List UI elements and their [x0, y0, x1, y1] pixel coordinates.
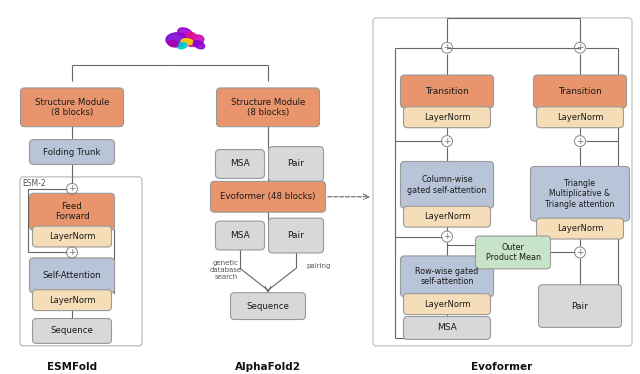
Ellipse shape — [193, 41, 205, 49]
Text: +: + — [444, 137, 451, 145]
FancyBboxPatch shape — [269, 218, 323, 253]
Text: ESM-2: ESM-2 — [22, 179, 45, 188]
Text: +: + — [576, 137, 584, 145]
FancyBboxPatch shape — [393, 246, 503, 318]
FancyBboxPatch shape — [216, 221, 264, 250]
FancyBboxPatch shape — [393, 147, 503, 231]
Text: +: + — [576, 43, 584, 52]
Text: MSA: MSA — [437, 324, 457, 332]
Ellipse shape — [178, 28, 192, 38]
FancyBboxPatch shape — [403, 107, 490, 128]
FancyBboxPatch shape — [401, 162, 493, 208]
FancyBboxPatch shape — [269, 147, 323, 181]
Ellipse shape — [181, 39, 193, 45]
FancyBboxPatch shape — [538, 285, 621, 328]
FancyBboxPatch shape — [476, 236, 550, 269]
FancyBboxPatch shape — [29, 193, 115, 230]
FancyBboxPatch shape — [20, 177, 142, 346]
Text: Sequence: Sequence — [246, 301, 289, 310]
FancyBboxPatch shape — [536, 218, 623, 239]
Ellipse shape — [166, 33, 188, 47]
Ellipse shape — [168, 40, 178, 47]
FancyBboxPatch shape — [216, 88, 319, 127]
Text: LayerNorm: LayerNorm — [557, 224, 604, 233]
Text: +: + — [68, 184, 76, 193]
FancyBboxPatch shape — [534, 147, 628, 245]
Text: pairing: pairing — [306, 263, 330, 269]
Text: Transition: Transition — [558, 87, 602, 96]
Text: Transition: Transition — [425, 87, 469, 96]
FancyBboxPatch shape — [536, 107, 623, 128]
Text: LayerNorm: LayerNorm — [424, 113, 470, 122]
FancyBboxPatch shape — [29, 140, 115, 165]
Text: +: + — [68, 248, 76, 257]
Text: MSA: MSA — [230, 231, 250, 240]
FancyBboxPatch shape — [216, 150, 264, 178]
Text: LayerNorm: LayerNorm — [49, 232, 95, 241]
Text: LayerNorm: LayerNorm — [424, 212, 470, 221]
Text: Pair: Pair — [572, 301, 588, 310]
Text: Structure Module
(8 blocks): Structure Module (8 blocks) — [231, 98, 305, 117]
Text: LayerNorm: LayerNorm — [424, 300, 470, 309]
FancyBboxPatch shape — [534, 59, 628, 131]
Text: Row-wise gated
self-attention: Row-wise gated self-attention — [415, 267, 479, 286]
Text: +: + — [444, 232, 451, 241]
Text: genetic
database
search: genetic database search — [210, 260, 242, 280]
Text: LayerNorm: LayerNorm — [49, 295, 95, 305]
Text: Outer
Product Mean: Outer Product Mean — [486, 243, 541, 262]
Text: Sequence: Sequence — [51, 327, 93, 335]
FancyBboxPatch shape — [373, 18, 632, 346]
FancyBboxPatch shape — [534, 75, 627, 108]
Text: +: + — [444, 43, 451, 52]
FancyBboxPatch shape — [531, 166, 630, 221]
Text: Self-Attention: Self-Attention — [43, 271, 101, 280]
FancyBboxPatch shape — [211, 181, 326, 212]
Text: Folding Trunk: Folding Trunk — [44, 148, 100, 157]
Text: LayerNorm: LayerNorm — [557, 113, 604, 122]
Ellipse shape — [186, 32, 196, 39]
FancyBboxPatch shape — [33, 290, 111, 310]
Text: MSA: MSA — [230, 159, 250, 168]
Text: Pair: Pair — [287, 231, 305, 240]
Text: Structure Module
(8 blocks): Structure Module (8 blocks) — [35, 98, 109, 117]
FancyBboxPatch shape — [33, 226, 111, 247]
FancyBboxPatch shape — [33, 319, 111, 343]
FancyBboxPatch shape — [403, 316, 490, 339]
Text: Triangle
Multiplicative &
Triangle attention: Triangle Multiplicative & Triangle atten… — [545, 179, 614, 209]
Text: Feed
Forward: Feed Forward — [54, 202, 90, 221]
Ellipse shape — [177, 43, 187, 49]
FancyBboxPatch shape — [20, 88, 124, 127]
Text: +: + — [576, 248, 584, 257]
Text: Column-wise
gated self-attention: Column-wise gated self-attention — [408, 175, 486, 194]
Text: AlphaFold2: AlphaFold2 — [235, 362, 301, 372]
FancyBboxPatch shape — [230, 293, 305, 319]
FancyBboxPatch shape — [403, 206, 490, 227]
Ellipse shape — [186, 35, 204, 46]
FancyBboxPatch shape — [29, 258, 115, 293]
Text: Evoformer (48 blocks): Evoformer (48 blocks) — [220, 192, 316, 201]
FancyBboxPatch shape — [393, 59, 503, 131]
Text: Pair: Pair — [287, 159, 305, 168]
FancyBboxPatch shape — [401, 256, 493, 297]
Text: ESMFold: ESMFold — [47, 362, 97, 372]
FancyBboxPatch shape — [401, 75, 493, 108]
FancyBboxPatch shape — [403, 294, 490, 315]
Text: Evoformer: Evoformer — [472, 362, 532, 372]
